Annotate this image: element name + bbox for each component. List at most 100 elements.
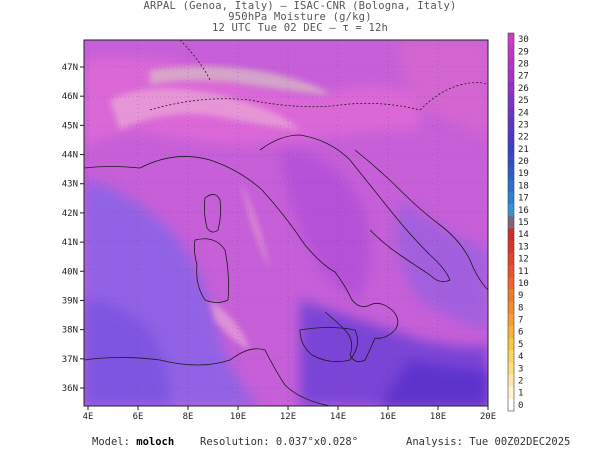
colorbar-swatch <box>508 215 514 229</box>
map-title-time: 12 UTC Tue 02 DEC — τ = 12h <box>211 22 389 34</box>
colorbar-label: 20 <box>518 157 529 167</box>
colorbar: 0123456789101112131415161718192021222324… <box>507 32 529 412</box>
colorbar-label: 18 <box>518 181 529 191</box>
lon-tick-label: 12E <box>280 412 296 422</box>
colorbar-swatch <box>508 252 514 265</box>
colorbar-label: 21 <box>518 145 529 155</box>
colorbar-label: 23 <box>518 120 529 130</box>
map-frame <box>83 39 489 407</box>
colorbar-swatch <box>508 398 514 412</box>
colorbar-label: 28 <box>518 59 529 69</box>
colorbar-label: 3 <box>518 364 523 374</box>
colorbar-swatch <box>508 45 514 58</box>
lon-tick-label: 10E <box>230 412 246 422</box>
lat-tick-label: 45N <box>62 121 78 131</box>
colorbar-swatch <box>508 142 514 156</box>
colorbar-label: 17 <box>518 194 529 204</box>
colorbar-swatch <box>508 337 514 351</box>
lat-tick-label: 42N <box>62 209 78 219</box>
colorbar-label: 14 <box>518 230 529 240</box>
colorbar-swatch <box>508 179 514 192</box>
colorbar-swatch <box>508 69 514 83</box>
lat-tick-label: 47N <box>62 63 78 73</box>
model-value: moloch <box>136 436 175 448</box>
map-title-agencies: ARPAL (Genoa, Italy) — ISAC-CNR (Bologna… <box>143 0 457 12</box>
lat-tick-label: 43N <box>62 180 78 190</box>
colorbar-label: 25 <box>518 96 529 106</box>
resolution-label: Resolution: <box>200 436 270 448</box>
footer-analysis: Analysis: Tue 00Z02DEC2025 <box>406 436 570 448</box>
colorbar-swatch <box>508 81 514 95</box>
lat-tick-label: 39N <box>62 296 78 306</box>
colorbar-frame <box>507 32 515 412</box>
lat-tick-label: 41N <box>62 238 78 248</box>
colorbar-swatch <box>508 154 514 168</box>
colorbar-swatch <box>508 325 514 339</box>
analysis-value: Tue 00Z02DEC2025 <box>469 436 571 448</box>
colorbar-swatch <box>508 386 514 400</box>
colorbar-label: 2 <box>518 377 523 387</box>
colorbar-label: 12 <box>518 255 529 265</box>
colorbar-swatch <box>508 276 514 290</box>
lon-tick-label: 8E <box>183 412 194 422</box>
colorbar-swatch <box>508 167 514 180</box>
colorbar-label: 5 <box>518 340 523 350</box>
colorbar-swatch <box>508 118 514 131</box>
lon-tick-label: 14E <box>330 412 346 422</box>
colorbar-swatch <box>508 301 514 314</box>
colorbar-label: 13 <box>518 242 529 252</box>
longitude-axis: 4E 6E 8E 10E 12E 14E 16E 18E 20E <box>83 406 496 422</box>
lat-tick-label: 38N <box>62 326 78 336</box>
colorbar-swatch <box>508 362 514 375</box>
resolution-value: 0.037°x0.028° <box>275 436 359 448</box>
colorbar-swatch <box>508 57 514 70</box>
map-title-field: 950hPa Moisture (g/kg) <box>228 11 372 23</box>
colorbar-label: 7 <box>518 316 523 326</box>
lat-tick-label: 46N <box>62 92 78 102</box>
graticule <box>84 40 488 406</box>
watermarks: ARPAL ARPAL ARPAL <box>150 406 409 417</box>
colorbar-swatch <box>508 289 514 302</box>
analysis-label: Analysis: <box>406 436 463 448</box>
colorbar-label: 8 <box>518 303 523 313</box>
colorbar-label: 6 <box>518 328 523 338</box>
lon-tick-label: 4E <box>83 412 94 422</box>
colorbar-swatch <box>508 374 514 387</box>
colorbar-swatch <box>508 106 514 119</box>
colorbar-label: 19 <box>518 169 529 179</box>
colorbar-swatch <box>508 313 514 326</box>
colorbar-swatch <box>508 240 514 253</box>
colorbar-label: 16 <box>518 206 529 216</box>
footer-resolution: Resolution: 0.037°x0.028° <box>200 436 358 448</box>
colorbar-label: 15 <box>518 218 529 228</box>
colorbar-swatch <box>508 93 514 107</box>
latitude-axis: 36N 37N 38N 39N 40N 41N 42N 43N 44N 45N 46N 47N <box>62 63 84 394</box>
lat-tick-label: 37N <box>62 355 78 365</box>
lat-tick-label: 36N <box>62 384 78 394</box>
lon-tick-label: 16E <box>380 412 396 422</box>
colorbar-label: 10 <box>518 279 529 289</box>
colorbar-label: 22 <box>518 133 529 143</box>
lat-tick-label: 40N <box>62 267 78 277</box>
colorbar-label: 9 <box>518 291 523 301</box>
colorbar-swatch <box>508 264 514 278</box>
moisture-field <box>84 40 488 406</box>
lon-tick-label: 6E <box>133 412 144 422</box>
lon-tick-label: 18E <box>430 412 446 422</box>
colorbar-swatch <box>508 191 514 205</box>
colorbar-label: 4 <box>518 352 523 362</box>
lon-tick-label: 20E <box>480 412 496 422</box>
footer-model: Model: moloch <box>92 436 174 448</box>
coastlines <box>84 40 488 406</box>
lat-tick-label: 44N <box>62 151 78 161</box>
colorbar-label: 27 <box>518 72 529 82</box>
colorbar-swatch <box>508 350 514 363</box>
watermark: ARPAL <box>265 406 299 417</box>
colorbar-label: 1 <box>518 389 523 399</box>
colorbar-label: 0 <box>518 401 523 411</box>
colorbar-swatch <box>508 228 514 241</box>
colorbar-label: 24 <box>518 108 529 118</box>
colorbar-swatch <box>508 203 514 217</box>
watermark: ARPAL <box>375 406 409 417</box>
colorbar-label: 26 <box>518 84 529 94</box>
